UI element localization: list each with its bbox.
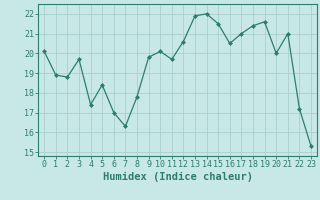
X-axis label: Humidex (Indice chaleur): Humidex (Indice chaleur) [103,172,252,182]
